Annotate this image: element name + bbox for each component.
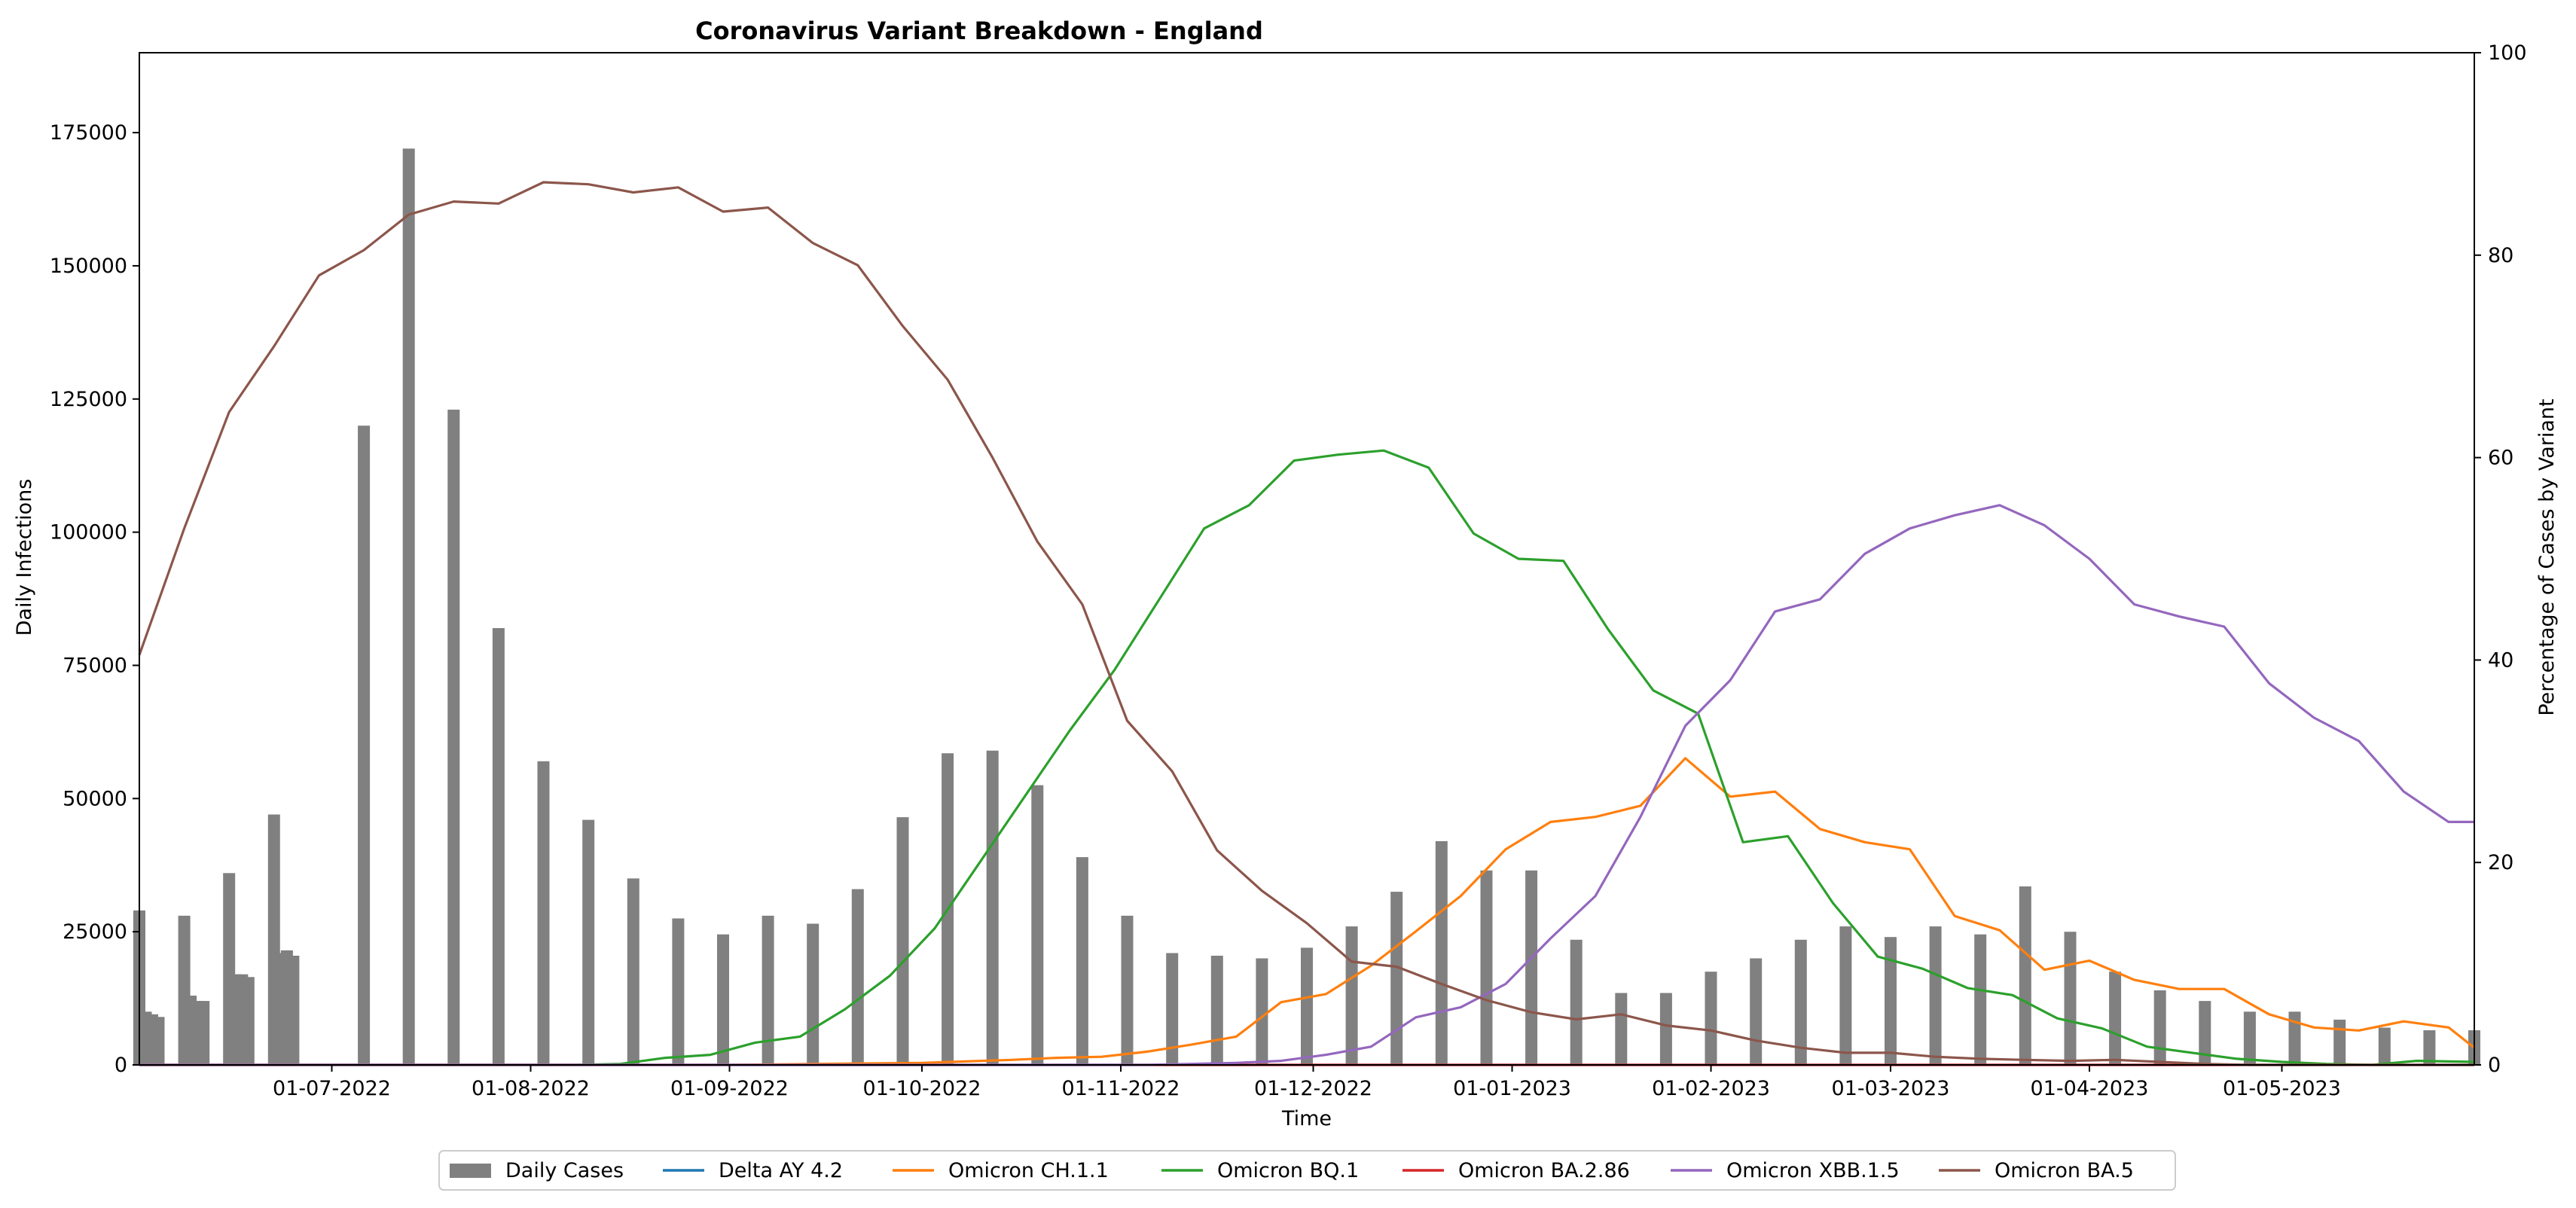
daily-cases-bar (717, 934, 729, 1065)
legend-label: Omicron CH.1.1 (948, 1159, 1109, 1182)
daily-cases-bar (672, 918, 685, 1065)
y2-tick-label: 20 (2488, 851, 2513, 874)
y-tick-label: 25000 (63, 920, 127, 944)
x-tick-label: 01-12-2022 (1254, 1077, 1372, 1100)
x-axis-label: Time (1281, 1107, 1332, 1130)
daily-cases-bar (1301, 947, 1313, 1065)
daily-cases-bar (1525, 870, 1538, 1065)
y2-tick-label: 60 (2488, 447, 2513, 470)
daily-cases-bar (242, 977, 255, 1065)
daily-cases-bar (2109, 972, 2122, 1065)
daily-cases-bar (2423, 1030, 2436, 1065)
daily-cases-bar (1076, 857, 1088, 1065)
x-tick-label: 01-08-2022 (472, 1077, 590, 1100)
legend-label: Omicron BQ.1 (1217, 1159, 1359, 1182)
daily-cases-bar (1345, 926, 1358, 1065)
daily-cases-bar (582, 819, 595, 1065)
legend-label: Daily Cases (505, 1159, 624, 1182)
daily-cases-bar (447, 409, 460, 1065)
y2-tick-label: 40 (2488, 648, 2513, 672)
daily-cases-bar (1210, 956, 1223, 1065)
daily-cases-bar (1390, 892, 1403, 1065)
legend-swatch-bar (450, 1164, 491, 1178)
plot-frame (139, 52, 2475, 1066)
daily-cases-bar (2378, 1027, 2391, 1065)
daily-cases-bar (1435, 840, 1448, 1065)
y-tick-label: 125000 (50, 388, 127, 411)
daily-cases-bar (986, 750, 999, 1065)
y-tick-label: 100000 (50, 521, 127, 545)
daily-cases-bar (1705, 972, 1717, 1065)
daily-cases-bar (896, 817, 909, 1065)
x-tick-label: 01-03-2023 (1832, 1077, 1950, 1100)
daily-cases-bar (2153, 990, 2166, 1065)
daily-cases-bar (851, 889, 864, 1065)
series-line-omicron-bq-1 (139, 449, 2475, 1066)
axes-layer: 0 25000 50000 75000 100000 125000 150000 175000… (50, 41, 2527, 1100)
x-tick-label: 01-02-2023 (1652, 1077, 1770, 1100)
x-tick-label: 01-05-2023 (2223, 1077, 2341, 1100)
daily-cases-bar (1615, 993, 1628, 1065)
daily-cases-bar (2243, 1011, 2256, 1065)
daily-cases-bar (402, 148, 415, 1065)
y2-tick-label: 80 (2488, 244, 2513, 267)
x-tick-label: 01-11-2022 (1062, 1077, 1180, 1100)
x-tick-label: 01-04-2023 (2031, 1077, 2149, 1100)
y-tick-label: 50000 (63, 787, 127, 810)
daily-cases-bar (1480, 870, 1493, 1065)
daily-cases-bar (807, 923, 819, 1065)
legend-label: Delta AY 4.2 (719, 1159, 843, 1182)
y2-axis-label: Percentage of Cases by Variant (2535, 398, 2559, 715)
daily-cases-bar (537, 761, 550, 1065)
legend-label: Omicron BA.5 (1995, 1159, 2134, 1182)
series-line-omicron-ba-5 (138, 181, 2474, 1066)
daily-cases-bar (287, 956, 300, 1065)
daily-cases-bar (1750, 958, 1763, 1065)
y-axis-label: Daily Infections (13, 479, 36, 636)
y-tick-label: 75000 (63, 654, 127, 677)
daily-cases-bar (358, 426, 371, 1065)
daily-cases-bar (1839, 926, 1852, 1065)
daily-cases-bar (1256, 958, 1268, 1065)
x-tick-label: 01-10-2022 (863, 1077, 981, 1100)
chart-title: Coronavirus Variant Breakdown - England (695, 17, 1263, 45)
y-tick-label: 0 (114, 1054, 127, 1077)
daily-cases-bar (1659, 993, 1672, 1065)
y-tick-label: 150000 (50, 255, 127, 278)
legend-label: Omicron XBB.1.5 (1726, 1159, 1900, 1182)
y2-tick-label: 100 (2488, 41, 2527, 65)
daily-cases-bar (2199, 1001, 2211, 1065)
legend: Daily Cases Delta AY 4.2 Omicron CH.1.1 Omi… (438, 1150, 2176, 1191)
x-tick-label: 01-07-2022 (273, 1077, 391, 1100)
bars-layer (133, 148, 2480, 1065)
daily-cases-bar (1794, 939, 1807, 1065)
daily-cases-bar (152, 1017, 165, 1065)
series-line-omicron-ch-1-1 (139, 757, 2475, 1066)
daily-cases-bar (1929, 926, 1942, 1065)
daily-cases-bar (1974, 934, 1987, 1065)
daily-cases-bar (1885, 937, 1897, 1065)
daily-cases-bar (627, 878, 639, 1065)
daily-cases-bar (1570, 939, 1583, 1065)
y2-tick-label: 0 (2488, 1054, 2501, 1077)
daily-cases-bar (2064, 932, 2077, 1065)
daily-cases-bar (2288, 1011, 2301, 1065)
legend-label: Omicron BA.2.86 (1458, 1159, 1630, 1182)
daily-cases-bar (1031, 785, 1044, 1065)
daily-cases-bar (492, 628, 505, 1065)
daily-cases-bar (2333, 1019, 2346, 1065)
daily-cases-bar (762, 915, 774, 1065)
daily-cases-bar (1166, 953, 1179, 1065)
daily-cases-bar (2019, 886, 2031, 1065)
daily-cases-bar (1121, 915, 1134, 1065)
lines-layer (138, 181, 2475, 1066)
legend-box (438, 1150, 2176, 1191)
y-tick-label: 175000 (50, 121, 127, 145)
x-tick-label: 01-01-2023 (1453, 1077, 1571, 1100)
daily-cases-bar (197, 1001, 210, 1065)
series-line-omicron-xbb-1-5 (139, 504, 2474, 1066)
x-tick-label: 01-09-2022 (670, 1077, 789, 1100)
